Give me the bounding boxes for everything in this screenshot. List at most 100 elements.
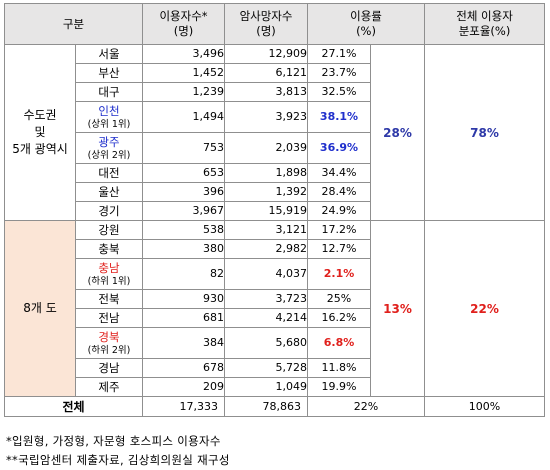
total-share: 100%	[424, 396, 546, 417]
rate-cell: 27.1%	[307, 44, 372, 64]
table-row: 부산 1,452 6,121 23.7%	[5, 63, 545, 83]
users-cell: 681	[142, 308, 226, 328]
rate-cell: 19.9%	[307, 377, 372, 397]
region-cell: 전북	[74, 289, 144, 309]
region-name: 대전	[98, 165, 120, 180]
header-rate: 이용률 (%)	[307, 3, 426, 45]
header-row: 구분 이용자수* (명) 암사망자수 (명) 이용률 (%) 전체 이용자 분포…	[3, 3, 546, 45]
rate-cell: 24.9%	[307, 201, 372, 221]
users-cell: 930	[142, 289, 226, 309]
rate-cell: 11.8%	[307, 358, 372, 378]
total-deaths: 78,863	[224, 396, 309, 417]
deaths-cell: 3,723	[224, 289, 309, 309]
total-label: 전체	[3, 396, 144, 417]
header-region: 구분	[3, 3, 144, 45]
region-cell: 경남	[74, 358, 144, 378]
deaths-cell: 1,898	[224, 163, 309, 183]
group2-rate: 13%	[370, 220, 426, 397]
deaths-cell: 1,392	[224, 182, 309, 202]
users-cell: 82	[142, 258, 226, 290]
deaths-cell: 4,214	[224, 308, 309, 328]
region-name: 대구	[98, 84, 120, 99]
region-rank-note: (상위 2위)	[87, 150, 131, 161]
header-users: 이용자수* (명)	[142, 3, 226, 45]
deaths-cell: 4,037	[224, 258, 309, 290]
deaths-cell: 5,680	[224, 327, 309, 359]
region-rank-note: (하위 2위)	[87, 345, 131, 356]
users-cell: 678	[142, 358, 226, 378]
users-cell: 1,494	[142, 101, 226, 133]
region-cell: 인천 (상위 1위)	[74, 101, 144, 133]
header-deaths: 암사망자수 (명)	[224, 3, 309, 45]
total-rate: 22%	[307, 396, 426, 417]
deaths-cell: 3,923	[224, 101, 309, 133]
region-rank-note: (하위 1위)	[87, 276, 131, 287]
region-name: 경기	[98, 203, 120, 218]
table-row: 충북 380 2,982 12.7%	[5, 239, 545, 259]
rate-cell: 12.7%	[307, 239, 372, 259]
deaths-cell: 1,049	[224, 377, 309, 397]
rate-cell: 28.4%	[307, 182, 372, 202]
region-name: 경북	[98, 330, 120, 344]
rate-cell: 25%	[307, 289, 372, 309]
deaths-cell: 3,813	[224, 82, 309, 102]
rate-cell: 6.8%	[307, 327, 372, 359]
footnote-1: *입원형, 가정형, 자문형 호스피스 이용자수	[6, 434, 221, 448]
users-cell: 380	[142, 239, 226, 259]
region-cell: 제주	[74, 377, 144, 397]
deaths-cell: 15,919	[224, 201, 309, 221]
group1-rate: 28%	[370, 44, 426, 221]
region-cell: 강원	[74, 220, 144, 240]
hospice-usage-table: 구분 이용자수* (명) 암사망자수 (명) 이용률 (%) 전체 이용자 분포…	[3, 3, 546, 417]
region-cell: 부산	[74, 63, 144, 83]
deaths-cell: 6,121	[224, 63, 309, 83]
footnote-2: **국립암센터 제출자료, 김상희의원실 재구성	[6, 453, 230, 467]
table-row: 광주 (상위 2위) 753 2,039 36.9%	[5, 132, 545, 164]
users-cell: 209	[142, 377, 226, 397]
region-cell: 전남	[74, 308, 144, 328]
region-name: 서울	[98, 46, 120, 61]
table-row: 울산 396 1,392 28.4%	[5, 182, 545, 202]
region-name: 제주	[98, 379, 120, 394]
deaths-cell: 2,039	[224, 132, 309, 164]
users-cell: 1,239	[142, 82, 226, 102]
region-name: 부산	[98, 65, 120, 80]
rate-cell: 2.1%	[307, 258, 372, 290]
table-body: 수도권 및 5개 광역시 서울 3,496 12,909 27.1% 28% 78% 부산 1,…	[3, 44, 546, 417]
deaths-cell: 12,909	[224, 44, 309, 64]
group2-share: 22%	[424, 220, 546, 397]
region-name: 경남	[98, 360, 120, 375]
users-cell: 3,967	[142, 201, 226, 221]
total-users: 17,333	[142, 396, 226, 417]
region-cell: 경북 (하위 2위)	[74, 327, 144, 359]
group1-label: 수도권 및 5개 광역시	[4, 44, 76, 221]
region-cell: 경기	[74, 201, 144, 221]
deaths-cell: 3,121	[224, 220, 309, 240]
region-cell: 서울	[74, 44, 144, 64]
table-row: 충남 (하위 1위) 82 4,037 2.1%	[5, 258, 545, 290]
users-cell: 3,496	[142, 44, 226, 64]
region-cell: 충남 (하위 1위)	[74, 258, 144, 290]
header-share: 전체 이용자 분포율(%)	[424, 3, 546, 45]
deaths-cell: 5,728	[224, 358, 309, 378]
footnotes: *입원형, 가정형, 자문형 호스피스 이용자수 **국립암센터 제출자료, 김…	[6, 432, 230, 470]
region-name: 전북	[98, 291, 120, 306]
rate-cell: 16.2%	[307, 308, 372, 328]
table-row: 인천 (상위 1위) 1,494 3,923 38.1%	[5, 101, 545, 133]
table-row: 경기 3,967 15,919 24.9%	[5, 201, 545, 221]
rate-cell: 32.5%	[307, 82, 372, 102]
rate-cell: 17.2%	[307, 220, 372, 240]
users-cell: 653	[142, 163, 226, 183]
rate-cell: 36.9%	[307, 132, 372, 164]
group2-label: 8개 도	[4, 220, 76, 397]
region-cell: 광주 (상위 2위)	[74, 132, 144, 164]
users-cell: 538	[142, 220, 226, 240]
region-cell: 대전	[74, 163, 144, 183]
table-row: 8개 도 강원 538 3,121 17.2% 13% 22%	[4, 220, 546, 397]
region-name: 인천	[98, 104, 120, 118]
region-name: 울산	[98, 184, 120, 199]
region-rank-note: (상위 1위)	[87, 119, 131, 130]
group1-share: 78%	[424, 44, 546, 221]
rate-cell: 38.1%	[307, 101, 372, 133]
region-cell: 울산	[74, 182, 144, 202]
